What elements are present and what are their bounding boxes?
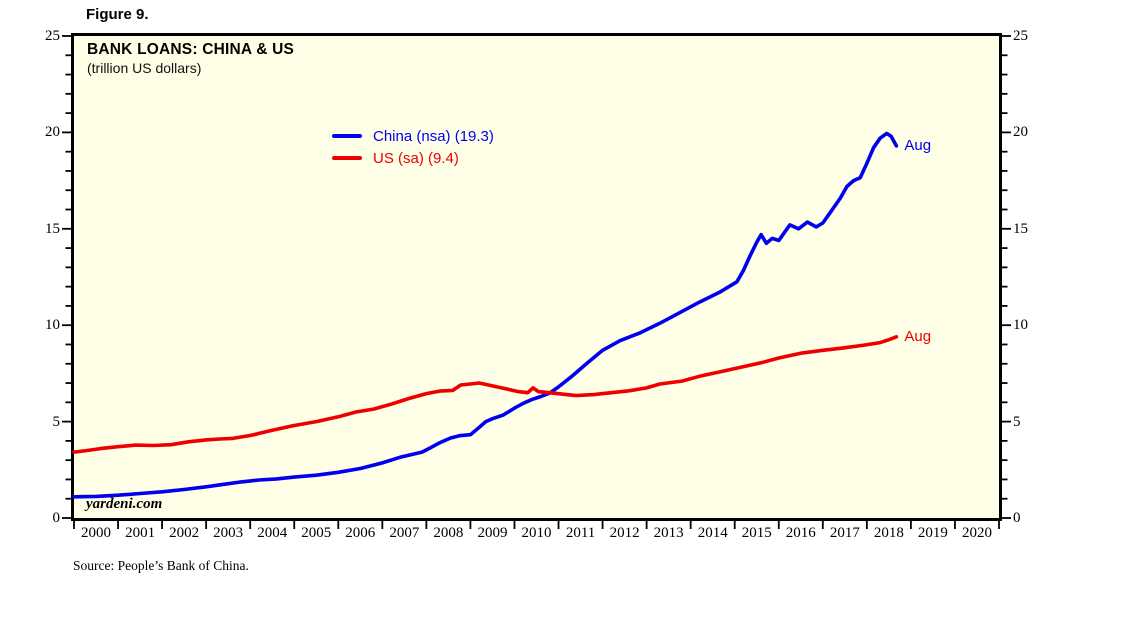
china-line-series [72, 131, 899, 499]
y-axis-label-right: 5 [1013, 413, 1021, 430]
y-axis-label-right: 15 [1013, 220, 1028, 237]
x-axis-year-label: 2005 [301, 525, 332, 541]
x-axis-year-label: 2019 [917, 525, 948, 541]
chart-title: BANK LOANS: CHINA & US [87, 41, 295, 58]
y-axis-label-left: 25 [45, 28, 60, 44]
us-line-swatch [332, 155, 362, 161]
china-line-swatch [332, 133, 362, 139]
x-axis-year-label: 2010 [521, 525, 552, 541]
annotation-aug-us: Aug [904, 327, 932, 345]
legend-label-china: China (nsa) (19.3) [373, 127, 494, 145]
x-axis-year-label: 2020 [961, 525, 992, 541]
x-axis-year-label: 2004 [257, 525, 288, 541]
y-axis-label-left: 5 [52, 413, 61, 430]
yardeni-watermark: yardeni.com [86, 496, 163, 512]
y-axis-label-right: 0 [1013, 510, 1021, 526]
x-axis-year-label: 2016 [785, 525, 816, 541]
x-axis-year-label: 2015 [741, 525, 772, 541]
y-axis-label-left: 10 [45, 317, 60, 334]
x-axis-year-label: 2014 [697, 525, 728, 541]
y-axis-label-right: 25 [1013, 28, 1028, 44]
x-axis-year-label: 2008 [433, 525, 464, 541]
x-axis-year-label: 2006 [345, 525, 376, 541]
chart-subtitle: (trillion US dollars) [87, 60, 202, 76]
legend: China (nsa) (19.3) US (sa) (9.4) [332, 125, 494, 169]
annotation-aug-china: Aug [904, 136, 932, 154]
x-axis-year-label: 2007 [389, 525, 420, 541]
x-axis-year-label: 2017 [829, 525, 860, 541]
x-axis-year-label: 2011 [565, 525, 596, 541]
us-line-series [72, 334, 899, 454]
x-axis-year-label: 2002 [169, 525, 200, 541]
y-axis-label-right: 10 [1013, 317, 1028, 334]
y-axis-label-left: 0 [52, 510, 61, 526]
x-axis-year-label: 2012 [609, 525, 640, 541]
x-axis-year-label: 2018 [873, 525, 904, 541]
figure-number-label: Figure 9. [86, 6, 149, 23]
legend-label-us: US (sa) (9.4) [373, 149, 459, 167]
legend-item-china: China (nsa) (19.3) [332, 125, 494, 147]
x-axis-year-label: 2003 [213, 525, 244, 541]
legend-item-us: US (sa) (9.4) [332, 147, 494, 169]
source-note: Source: People’s Bank of China. [73, 558, 249, 573]
x-axis-year-label: 2000 [81, 525, 112, 541]
y-axis-label-right: 20 [1013, 124, 1028, 141]
y-axis-label-left: 15 [45, 220, 60, 237]
x-axis-year-label: 2013 [653, 525, 684, 541]
x-axis-year-label: 2001 [125, 525, 156, 541]
y-axis-label-left: 20 [45, 124, 60, 141]
x-axis-year-label: 2009 [477, 525, 508, 541]
